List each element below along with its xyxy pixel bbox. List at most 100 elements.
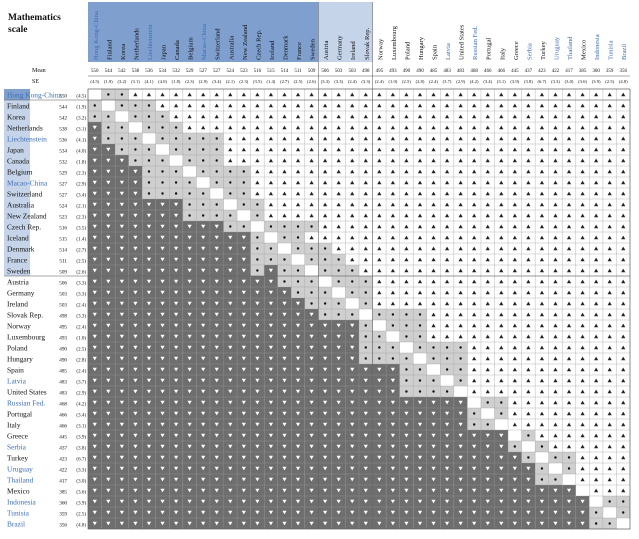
triangle-down-icon xyxy=(119,246,124,251)
triangle-up-icon xyxy=(526,268,531,273)
row-mean: 437 xyxy=(59,445,67,451)
triangle-down-icon xyxy=(119,356,124,361)
triangle-up-icon xyxy=(485,224,490,229)
triangle-up-icon xyxy=(458,136,463,141)
triangle-up-icon xyxy=(431,257,436,262)
triangle-down-icon xyxy=(133,169,138,174)
triangle-up-icon xyxy=(553,257,558,262)
triangle-down-icon xyxy=(377,422,382,427)
triangle-down-icon xyxy=(336,378,341,383)
triangle-down-icon xyxy=(458,422,463,427)
triangle-down-icon xyxy=(417,477,423,482)
triangle-up-icon xyxy=(431,246,436,251)
triangle-down-icon xyxy=(119,169,124,174)
triangle-up-icon xyxy=(553,268,558,273)
column-mean: 468 xyxy=(470,69,478,74)
triangle-down-icon xyxy=(309,378,314,383)
row-mean: 356 xyxy=(59,522,67,528)
triangle-up-icon xyxy=(472,301,477,306)
triangle-up-icon xyxy=(526,246,531,251)
triangle-down-icon xyxy=(92,147,97,152)
triangle-up-icon xyxy=(621,455,626,460)
dot-icon xyxy=(432,357,435,360)
column-mean: 498 xyxy=(362,69,370,74)
column-mean: 523 xyxy=(240,69,248,74)
triangle-down-icon xyxy=(160,323,165,328)
row-header-italy: Italy xyxy=(7,420,21,429)
dot-icon xyxy=(351,269,354,272)
triangle-down-icon xyxy=(295,301,301,306)
triangle-up-icon xyxy=(526,389,531,394)
triangle-up-icon xyxy=(309,202,314,207)
triangle-down-icon xyxy=(173,400,179,405)
dot-icon xyxy=(527,456,530,459)
triangle-up-icon xyxy=(444,290,450,295)
triangle-down-icon xyxy=(214,246,219,251)
triangle-up-icon xyxy=(295,125,301,130)
triangle-up-icon xyxy=(539,202,545,207)
triangle-down-icon xyxy=(214,444,219,449)
cell-diag xyxy=(182,166,197,177)
triangle-down-icon xyxy=(363,455,368,460)
triangle-up-icon xyxy=(539,191,545,196)
triangle-down-icon xyxy=(458,477,463,482)
dot-icon xyxy=(242,170,246,173)
triangle-down-icon xyxy=(336,444,341,449)
triangle-up-icon xyxy=(539,301,545,306)
triangle-down-icon xyxy=(173,213,179,218)
row-mean: 466 xyxy=(59,423,67,429)
column-header-hungary: Hungary xyxy=(418,36,425,60)
row-header-serbia: Serbia xyxy=(7,442,27,451)
triangle-up-icon xyxy=(607,213,612,218)
triangle-down-icon xyxy=(336,422,341,427)
triangle-up-icon xyxy=(282,213,287,218)
triangle-up-icon xyxy=(431,147,436,152)
triangle-up-icon xyxy=(566,279,572,284)
row-header-netherlands: Netherlands xyxy=(7,123,43,132)
triangle-down-icon xyxy=(92,345,97,350)
triangle-up-icon xyxy=(417,246,423,251)
triangle-down-icon xyxy=(92,466,97,471)
triangle-down-icon xyxy=(458,433,463,438)
dot-icon xyxy=(364,335,367,338)
triangle-down-icon xyxy=(390,455,395,460)
triangle-up-icon xyxy=(553,169,558,174)
triangle-up-icon xyxy=(377,158,382,163)
triangle-down-icon xyxy=(472,466,477,471)
triangle-down-icon xyxy=(404,455,409,460)
triangle-up-icon xyxy=(404,147,409,152)
se-row: (4.5) (1.9) (3.2) (3.1) (4.1) (4.0) (1.8) (2.3)… xyxy=(90,79,628,84)
triangle-down-icon xyxy=(390,422,395,427)
triangle-up-icon xyxy=(553,367,558,372)
triangle-down-icon xyxy=(363,367,368,372)
row-header-luxembourg: Luxembourg xyxy=(7,332,45,341)
triangle-down-icon xyxy=(214,499,219,504)
triangle-up-icon xyxy=(431,114,436,119)
column-se: (2.1) xyxy=(226,79,235,84)
triangle-up-icon xyxy=(580,158,585,163)
triangle-down-icon xyxy=(133,180,138,185)
column-header-denmark: Denmark xyxy=(282,35,289,60)
column-header-new-zealand: New Zealand xyxy=(242,24,249,60)
dot-icon xyxy=(418,346,422,349)
column-header-poland: Poland xyxy=(404,41,411,60)
triangle-down-icon xyxy=(431,455,436,460)
triangle-up-icon xyxy=(594,268,599,273)
dot-icon xyxy=(405,335,408,338)
triangle-down-icon xyxy=(201,323,206,328)
triangle-down-icon xyxy=(350,378,355,383)
triangle-up-icon xyxy=(363,268,368,273)
dot-icon xyxy=(513,445,517,448)
triangle-down-icon xyxy=(173,257,179,262)
triangle-down-icon xyxy=(214,433,219,438)
triangle-down-icon xyxy=(201,279,206,284)
triangle-up-icon xyxy=(336,202,341,207)
triangle-down-icon xyxy=(201,433,206,438)
triangle-down-icon xyxy=(323,455,328,460)
dot-icon xyxy=(310,258,313,261)
dot-icon xyxy=(378,357,381,360)
triangle-up-icon xyxy=(566,180,572,185)
column-mean: 515 xyxy=(267,69,275,74)
dot-icon xyxy=(500,401,503,404)
triangle-up-icon xyxy=(580,169,585,174)
